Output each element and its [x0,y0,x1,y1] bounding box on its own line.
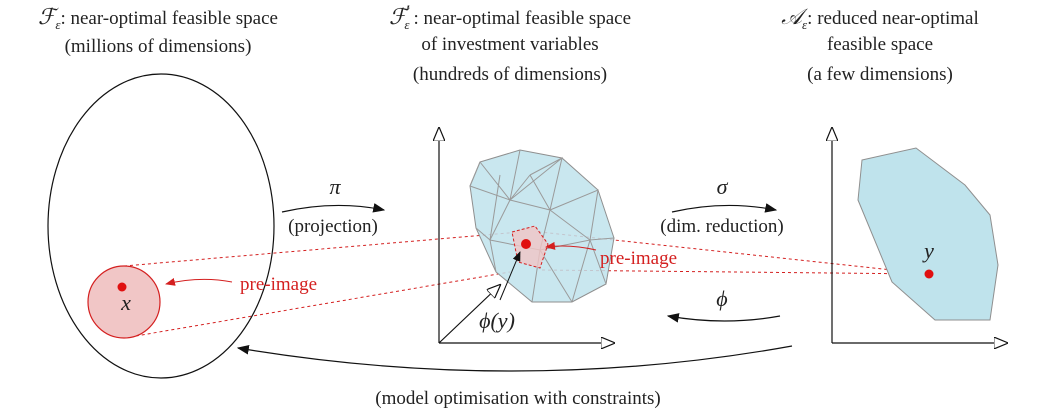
right-title: 𝒜ε: reduced near-optimal [781,4,979,32]
reduced-space [857,147,999,321]
axes [439,128,614,343]
feasible-space [47,73,275,379]
reduction-symbol: σ [717,174,729,199]
title-text: : near-optimal feasible space [60,8,278,29]
point [117,282,127,292]
inverse-arrow [666,313,781,323]
preimage-label: pre-image [240,274,317,295]
point-label: x [120,290,131,315]
preimage-arrow [545,241,597,251]
polytope [469,149,615,303]
inverse-symbol: ϕ [716,286,727,311]
axes [832,128,1007,343]
point-label: ϕ(y) [479,308,515,333]
title-text: : near-optimal feasible space [414,8,632,29]
subscript: ε [404,17,410,32]
reduction-label: (dim. reduction) [660,216,783,237]
optimisation-label: (model optimisation with constraints) [375,388,661,409]
symbol: ℱ [389,4,410,29]
point-label: y [922,238,934,263]
preimage-region [87,265,161,339]
projection-label: (projection) [288,216,378,237]
optimisation-arrow [236,345,793,372]
point-arrow [499,251,521,301]
middle-title-2: of investment variables [421,34,598,55]
title-text: : reduced near-optimal [807,8,979,29]
middle-title: ℱ′ ε : near-optimal feasible space [389,2,631,32]
right-subtitle: (a few dimensions) [807,64,953,85]
middle-subtitle: (hundreds of dimensions) [413,64,607,85]
preimage-label: pre-image [600,248,677,269]
preimage-arrow [165,278,233,286]
prime: ′ [406,2,410,23]
left-title: ℱε: near-optimal feasible space [38,4,278,32]
point [924,269,934,279]
reduction-arrow [671,203,778,213]
subscript: ε [802,17,808,32]
right-title-2: feasible space [827,34,933,55]
left-subtitle: (millions of dimensions) [65,36,252,57]
projection-arrow [281,203,386,213]
projection-symbol: π [329,174,341,199]
symbol: ℱ [38,4,59,29]
point [521,239,531,249]
subscript: ε [55,17,61,32]
